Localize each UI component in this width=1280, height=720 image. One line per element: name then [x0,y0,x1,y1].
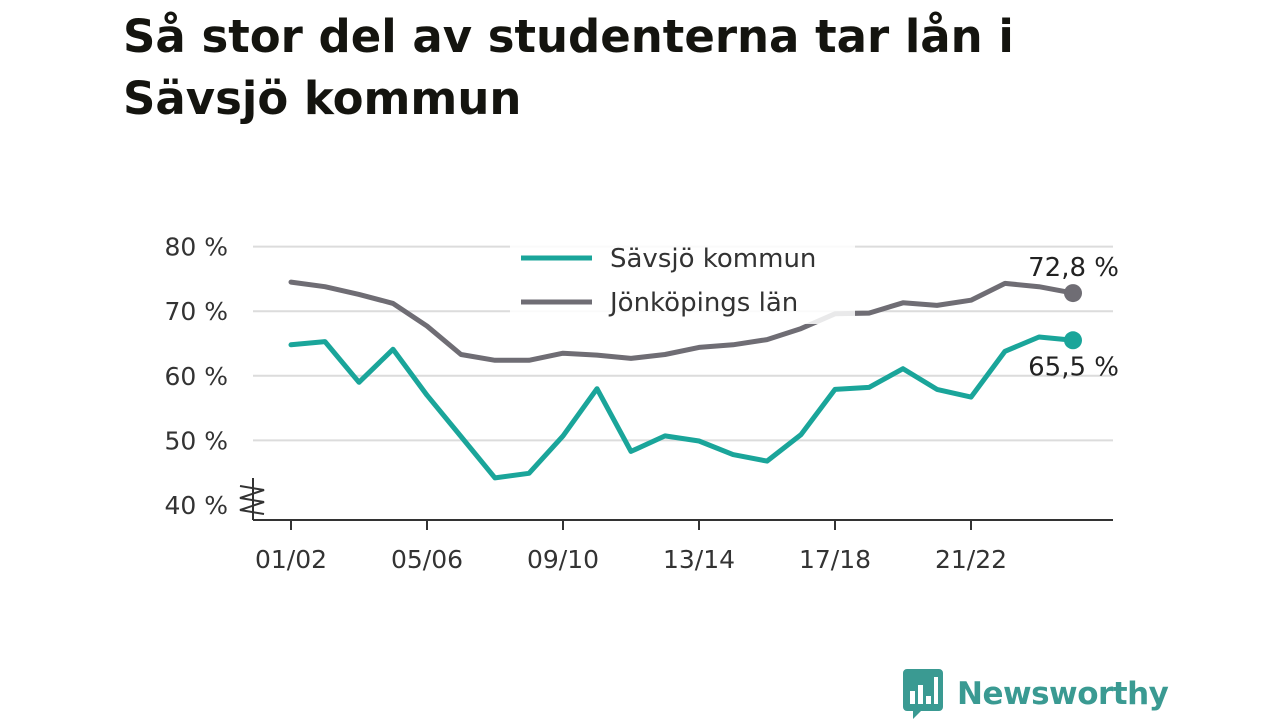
series-end-point-jonkoping [1064,284,1082,303]
y-tick-label: 60 % [164,362,228,391]
series-line-jonkoping [288,279,1076,363]
x-tick-label: 01/02 [255,545,327,574]
brand-logo: Newsworthy [903,668,1169,720]
series-line-savsjo [288,334,1076,481]
end-label-jonkoping: 72,8 % [1028,253,1119,283]
series-end-point-savsjo [1064,331,1082,350]
y-tick-label: 50 % [164,426,228,455]
legend-label-jonkoping: Jönköpings län [608,288,798,318]
x-axis: 01/02 05/06 09/10 13/14 17/18 21/22 [253,519,1113,574]
x-tick-label: 09/10 [527,545,599,574]
axis-break-icon [239,485,265,515]
x-tick-label: 05/06 [391,545,463,574]
series-layer [288,279,1082,481]
legend[interactable]: Sävsjö kommun Jönköpings län [510,240,855,324]
chart-title: Så stor del av studenterna tar lån i Säv… [123,10,1014,125]
end-labels: 72,8 % 65,5 % [1028,253,1119,382]
y-tick-label: 70 % [164,297,228,326]
x-tick-label: 17/18 [799,545,871,574]
line-chart: 40 % 50 % 60 % 70 % 80 % 01/02 05/06 09/10 13/1… [164,233,1119,574]
end-label-savsjo: 65,5 % [1028,352,1119,382]
y-tick-label: 80 % [164,233,228,262]
legend-background [510,240,855,324]
y-axis: 40 % 50 % 60 % 70 % 80 % [164,233,265,520]
bar-chart-speech-bubble-icon [903,669,943,719]
x-tick-label: 21/22 [935,545,1007,574]
y-tick-label: 40 % [164,491,228,520]
brand-name: Newsworthy [957,676,1169,712]
legend-label-savsjo: Sävsjö kommun [610,244,816,274]
x-tick-label: 13/14 [663,545,735,574]
